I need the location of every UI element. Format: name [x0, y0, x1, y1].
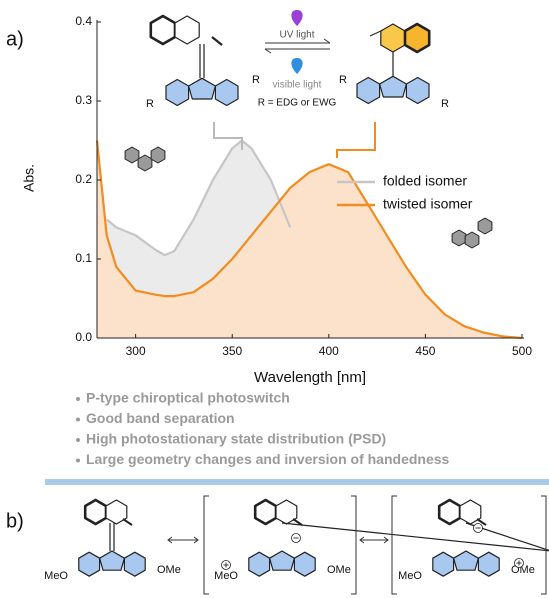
ring: [125, 147, 139, 163]
substituent: R: [441, 98, 449, 110]
ring: [294, 552, 315, 576]
ring: [151, 16, 175, 44]
x-tick-label: 450: [415, 344, 435, 358]
ring: [405, 24, 429, 52]
ring: [249, 552, 270, 576]
substituent: OMe: [157, 564, 181, 576]
substituent: R: [252, 74, 260, 86]
ring: [175, 16, 199, 44]
substituent: MeO: [214, 570, 238, 582]
ring: [478, 552, 499, 576]
x-tick-label: 350: [222, 344, 242, 358]
separator: [45, 479, 549, 485]
bullet-dot: [76, 438, 80, 442]
ring: [465, 232, 479, 248]
substituent: R: [146, 98, 154, 110]
bond: [212, 37, 222, 45]
ring: [439, 500, 460, 524]
note: R = EDG or EWG: [258, 98, 337, 109]
bulb: [291, 58, 302, 74]
y-tick-label: 0.3: [75, 93, 92, 107]
y-tick-label: 0.2: [75, 172, 92, 186]
arrow: [360, 537, 388, 543]
arrow-label: UV light: [279, 30, 314, 41]
arrow: [265, 49, 330, 53]
ring: [151, 147, 165, 163]
substituent: OMe: [327, 564, 351, 576]
y-tick-label: 0.4: [75, 14, 92, 28]
ring: [255, 500, 276, 524]
arrow: [168, 537, 198, 543]
ring: [100, 551, 125, 570]
x-tick-label: 300: [126, 344, 146, 358]
bullet-dot: [76, 397, 80, 401]
ring: [380, 76, 407, 97]
y-tick-label: 0.1: [75, 251, 92, 265]
x-tick-label: 500: [512, 344, 532, 358]
ring: [215, 80, 238, 106]
ring: [138, 155, 152, 171]
ring: [452, 230, 466, 246]
bullet-text: P-type chiroptical photoswitch: [86, 390, 290, 406]
ring: [478, 218, 492, 234]
ring: [79, 552, 100, 576]
bullet-dot: [76, 459, 80, 463]
legend-label: twisted isomer: [383, 196, 473, 212]
legend-label: folded isomer: [383, 173, 467, 189]
x-tick-label: 400: [319, 344, 339, 358]
arrow-label: visible light: [273, 80, 322, 91]
panel-label: a): [6, 28, 24, 50]
substituent: MeO: [44, 570, 68, 582]
ring: [381, 24, 405, 52]
bulb: [291, 10, 302, 26]
ring: [270, 551, 295, 570]
ring: [454, 551, 479, 570]
bullet-text: High photostationary state distribution …: [86, 431, 386, 447]
ring: [406, 78, 429, 104]
y-tick-label: 0.0: [75, 330, 92, 344]
ring: [357, 78, 380, 104]
substituent: R: [339, 74, 347, 86]
bond: [123, 519, 132, 525]
substituent: MeO: [398, 570, 422, 582]
ring: [433, 552, 454, 576]
y-axis-title: Abs.: [21, 164, 37, 192]
ring: [189, 78, 216, 99]
connector: [337, 122, 375, 158]
ring: [166, 80, 189, 106]
ring: [85, 500, 106, 524]
panel-label: b): [6, 510, 24, 532]
figure: a) b) Wavelength [nm] Abs. UV light visi…: [0, 0, 549, 598]
ring: [124, 552, 145, 576]
bullet-text: Large geometry changes and inversion of …: [86, 451, 450, 467]
x-axis-title: Wavelength [nm]: [254, 369, 366, 386]
bullet-text: Good band separation: [86, 410, 235, 426]
bullet-dot: [76, 418, 80, 422]
